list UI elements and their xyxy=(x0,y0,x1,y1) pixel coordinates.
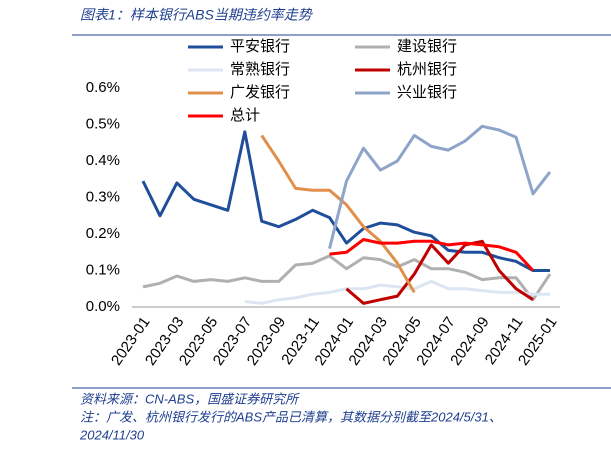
legend-label: 兴业银行 xyxy=(397,84,457,101)
legend-label: 杭州银行 xyxy=(397,61,457,78)
series-line xyxy=(141,130,550,272)
y-tick-label: 0.6% xyxy=(86,79,120,96)
series-line xyxy=(260,134,416,294)
legend-label: 平安银行 xyxy=(230,38,290,55)
legend-label: 广发银行 xyxy=(230,84,290,101)
y-tick-label: 0.1% xyxy=(86,261,120,278)
series-line xyxy=(345,239,534,305)
chart-title: 图表1：样本银行ABS当期违约率走势 xyxy=(80,7,314,23)
y-tick-label: 0.0% xyxy=(86,298,120,315)
series-line xyxy=(328,124,552,249)
source: 资料来源：CN-ABS，国盛证券研究所 xyxy=(80,391,300,406)
y-tick-label: 0.5% xyxy=(86,115,120,132)
y-tick-label: 0.2% xyxy=(86,225,120,242)
series-line xyxy=(244,279,550,305)
series-line xyxy=(142,254,552,302)
note: 2024/11/30 xyxy=(79,427,145,442)
y-tick-label: 0.3% xyxy=(86,188,120,205)
note: 注：广发、杭州银行发行的ABS产品已清算，其数据分别截至2024/5/31、 xyxy=(80,409,502,424)
legend-label: 常熟银行 xyxy=(230,61,290,78)
y-tick-label: 0.4% xyxy=(86,152,120,169)
legend-label: 建设银行 xyxy=(397,38,457,55)
legend-label: 总计 xyxy=(230,107,260,124)
series-line xyxy=(329,238,535,272)
